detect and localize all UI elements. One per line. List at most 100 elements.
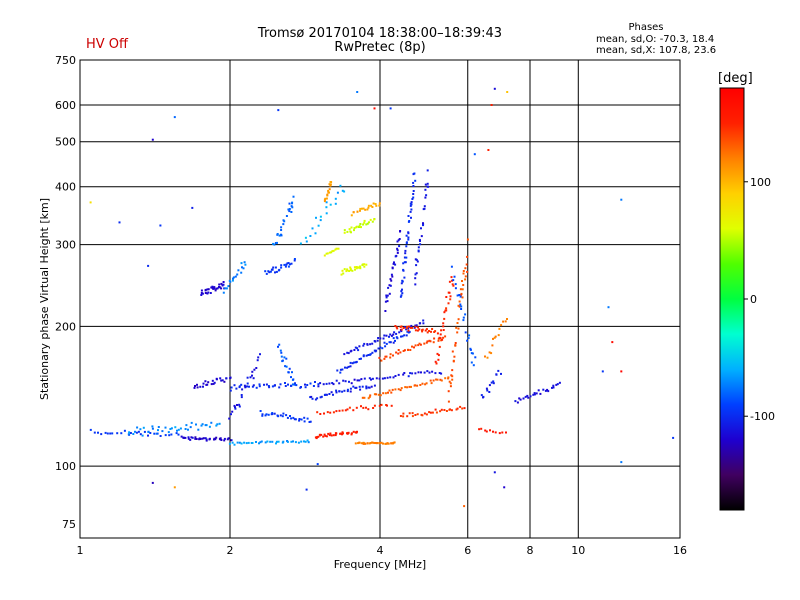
echo-point [219, 377, 222, 380]
echo-point [445, 410, 448, 412]
echo-point [357, 266, 360, 269]
echo-point [409, 372, 412, 375]
echo-point [271, 268, 274, 271]
echo-point [365, 387, 368, 390]
echo-point [471, 352, 474, 355]
echo-point [285, 414, 288, 417]
echo-point [264, 270, 267, 273]
echo-point [352, 430, 355, 433]
echo-point [271, 440, 274, 443]
echo-point [457, 318, 460, 321]
echo-point [319, 396, 322, 399]
echo-point [388, 284, 391, 287]
echo-point [334, 197, 337, 200]
echo-point [435, 411, 438, 414]
echo-point [350, 226, 353, 229]
echo-point [502, 320, 505, 323]
echo-point [179, 427, 182, 430]
echo-point [329, 432, 332, 435]
echo-point [306, 384, 309, 386]
echo-point [435, 362, 438, 365]
echo-point [329, 184, 332, 187]
echo-point [325, 197, 328, 200]
echo-point [415, 258, 418, 261]
echo-point [356, 91, 359, 93]
echo-point [120, 432, 123, 435]
echo-point [202, 382, 205, 385]
echo-point [355, 386, 358, 389]
echo-point [206, 383, 209, 386]
echo-point [373, 404, 376, 407]
echo-point [349, 267, 352, 270]
echo-point [403, 276, 406, 279]
echo-point [316, 463, 319, 466]
echo-point [231, 441, 234, 444]
echo-point [363, 396, 366, 399]
echo-point [170, 427, 173, 430]
echo-point [423, 342, 426, 345]
echo-point [399, 326, 402, 328]
echo-point [243, 384, 246, 387]
echo-point [237, 269, 240, 272]
echo-point [306, 439, 309, 442]
echo-point [304, 383, 306, 386]
echo-point [390, 273, 393, 276]
echo-point [283, 356, 286, 359]
echo-point [431, 328, 434, 330]
echo-point [397, 352, 400, 355]
echo-point [240, 383, 243, 386]
echo-point [461, 280, 463, 282]
echo-point [240, 271, 243, 274]
echo-point [386, 294, 389, 297]
echo-point [288, 202, 291, 205]
echo-point [278, 343, 281, 346]
echo-point [320, 395, 323, 398]
echo-point [238, 441, 241, 444]
echo-point [408, 330, 411, 333]
echo-point [350, 382, 353, 385]
echo-point [450, 276, 453, 279]
echo-point [410, 324, 413, 327]
echo-point [489, 429, 491, 432]
echo-point [400, 290, 403, 293]
echo-point [444, 309, 447, 312]
echo-point [402, 415, 405, 418]
echo-point [177, 433, 180, 436]
echo-point [402, 262, 405, 265]
echo-point [500, 324, 503, 327]
echo-point [210, 286, 213, 289]
echo-point [265, 272, 268, 275]
echo-point [434, 360, 437, 363]
echo-point [304, 440, 307, 443]
echo-point [400, 330, 403, 333]
echo-point [367, 397, 370, 400]
echo-point [219, 437, 222, 440]
echo-point [429, 411, 432, 414]
echo-point [423, 207, 426, 210]
echo-point [265, 413, 268, 416]
echo-point [411, 198, 414, 200]
echo-point [365, 385, 368, 388]
echo-point [292, 440, 294, 443]
echo-point [385, 334, 388, 337]
echo-point [459, 405, 462, 408]
echo-point [373, 107, 376, 110]
echo-point [279, 383, 282, 386]
echo-point [258, 385, 261, 388]
echo-point [290, 262, 293, 265]
echo-point [379, 337, 382, 340]
echo-point [451, 279, 453, 282]
echo-point [367, 354, 370, 356]
echo-point [412, 185, 415, 187]
echo-point [344, 409, 347, 412]
echo-point [412, 196, 415, 199]
echo-point [338, 382, 341, 385]
echo-point [386, 404, 388, 407]
echo-point [555, 383, 558, 386]
echo-point [195, 423, 197, 426]
echo-point [241, 266, 243, 269]
echo-point [343, 389, 346, 392]
echo-point [407, 348, 410, 351]
echo-point [449, 295, 452, 298]
echo-point [390, 279, 393, 282]
